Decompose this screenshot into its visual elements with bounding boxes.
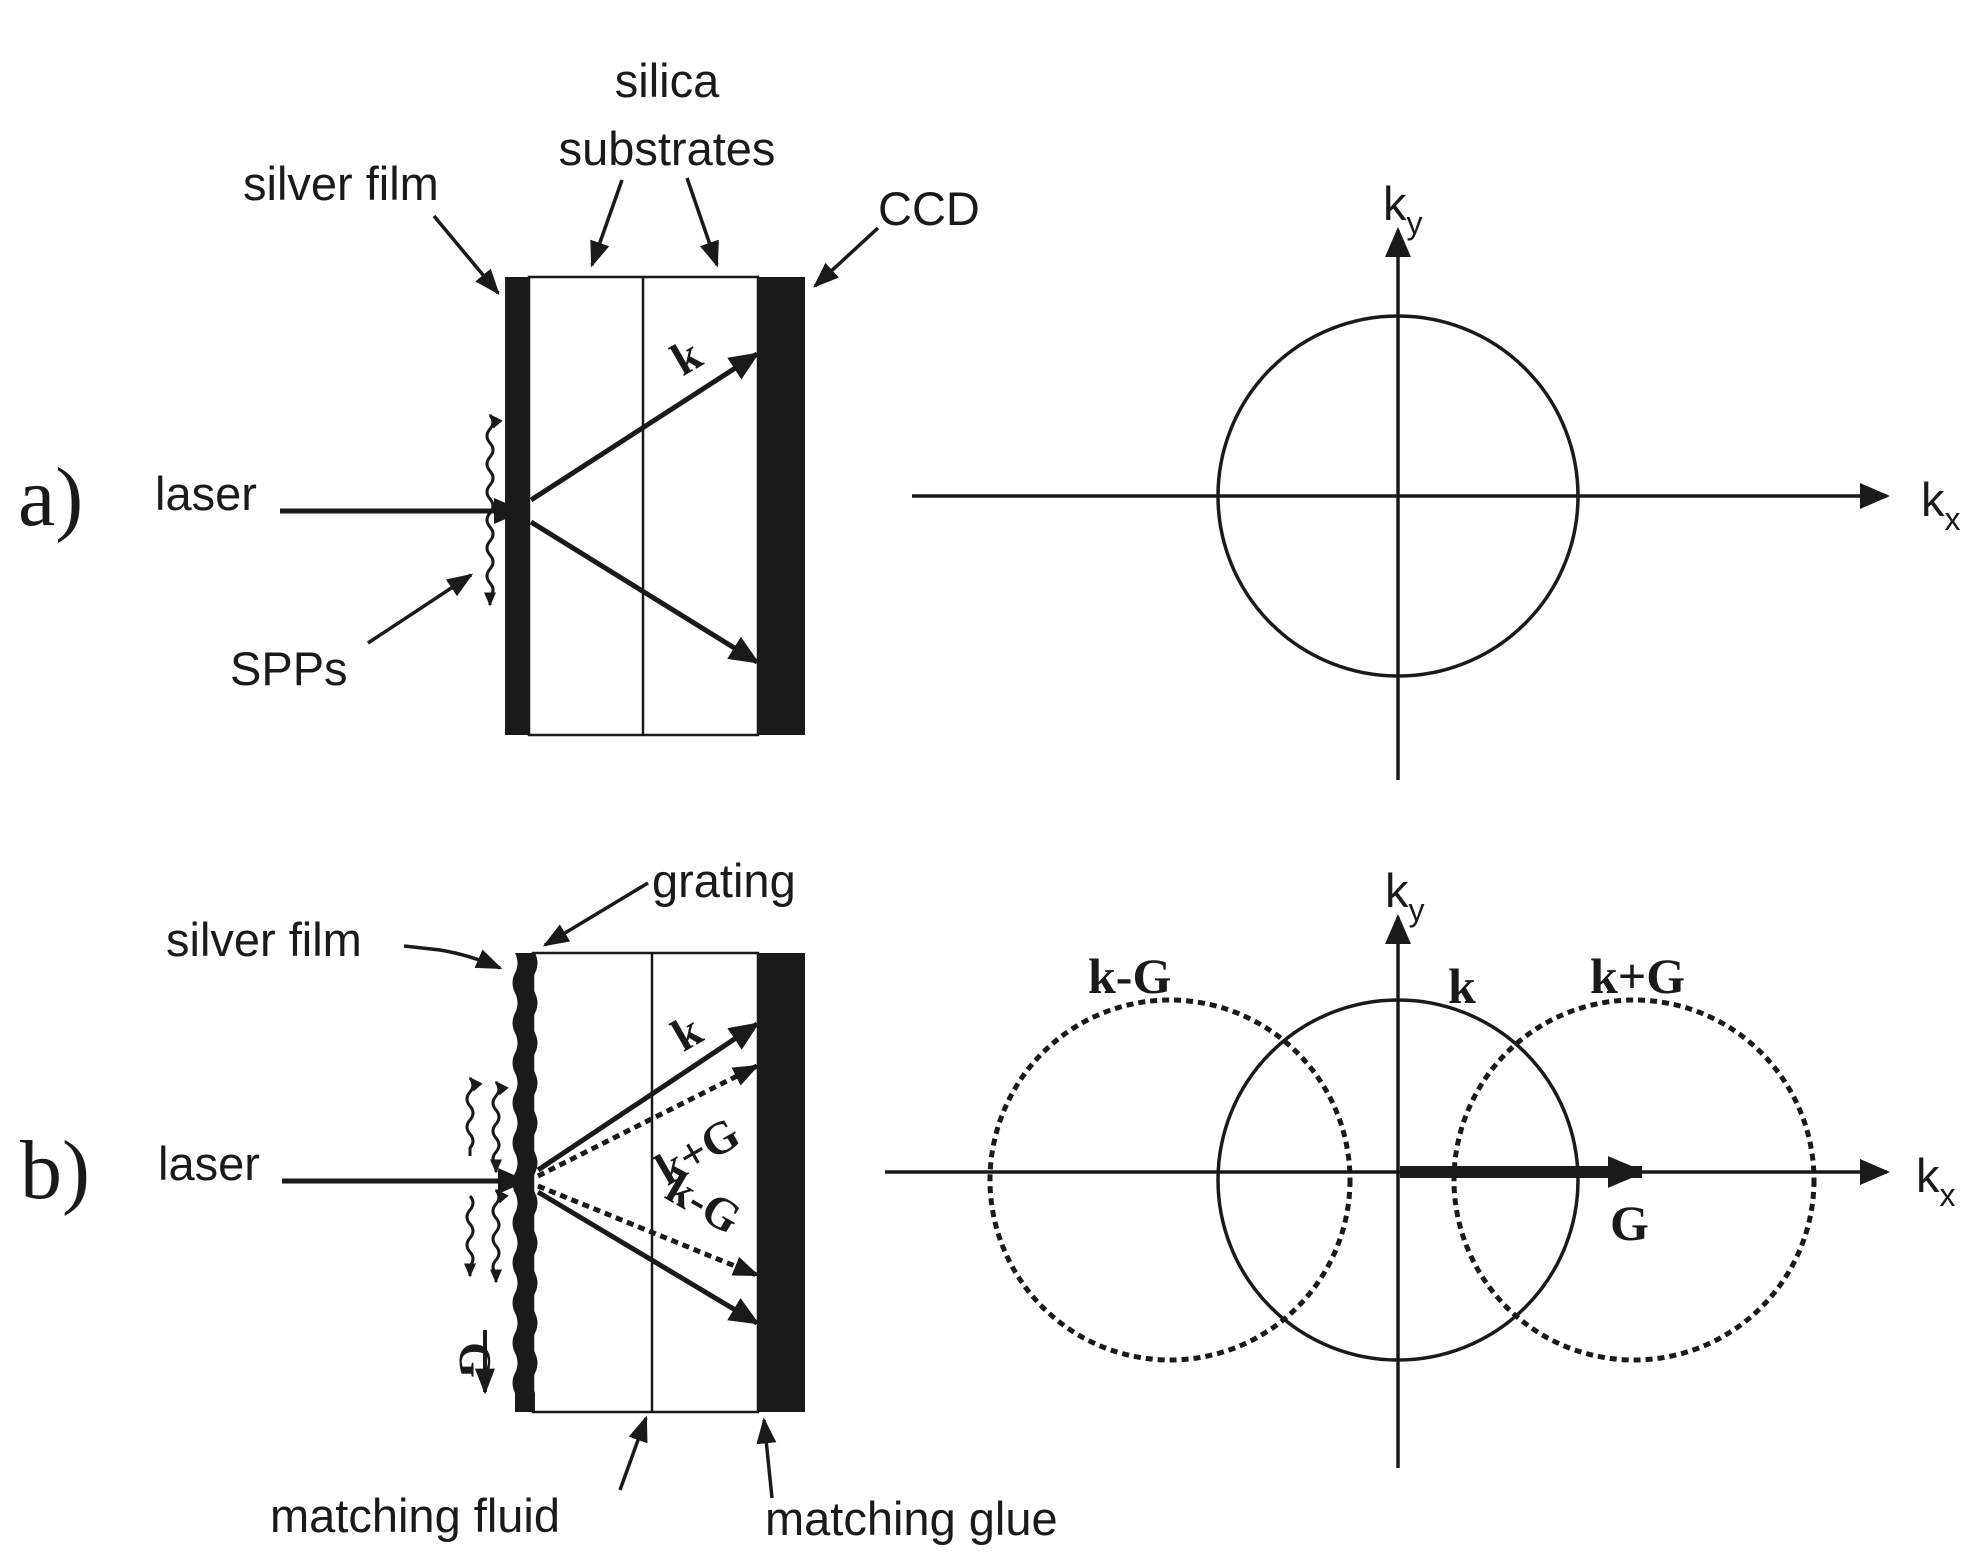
silver-film-pointer-arrow: [403, 944, 503, 970]
k-arrow-down: [536, 1189, 760, 1326]
k-plus-g-circle-label: k+G: [1590, 948, 1685, 1004]
k-circle-label: k: [1448, 958, 1476, 1014]
k-minus-g-circle-label: k-G: [1088, 948, 1171, 1004]
panel-b: b) grating silver film laser matching fl…: [20, 854, 1956, 1545]
ccd-pointer-arrow: [813, 226, 880, 288]
substrate-pointer-arrow-1: [590, 179, 624, 268]
k-arrow-down: [529, 519, 760, 665]
silver-film-pointer-arrow: [432, 214, 500, 295]
ccd-label: CCD: [878, 182, 980, 235]
panel-b-label: b): [20, 1124, 90, 1217]
k-arrow-up: [529, 351, 760, 503]
spp-wavy-arrow-upper-2: [465, 1076, 483, 1156]
kx-axis-label: kx: [1921, 473, 1961, 537]
g-vector-label: G: [1610, 1195, 1649, 1251]
matching-fluid-pointer-arrow: [618, 1415, 648, 1491]
k-plus-g-arrow: [536, 1063, 760, 1179]
k-circle: [1216, 314, 1580, 678]
spp-wavy-arrow: [484, 413, 503, 607]
ccd-layer: [758, 953, 805, 1412]
grating-g-label: G: [450, 1342, 501, 1378]
ccd-layer: [758, 277, 805, 735]
panel-b-sample: [512, 951, 805, 1414]
laser-label: laser: [158, 1137, 260, 1190]
panel-a-label: a): [18, 451, 83, 544]
spp-wavy-arrow-lower-1: [490, 1188, 509, 1284]
spp-wavy-arrow-upper-1: [490, 1080, 509, 1174]
k-circle: [1216, 998, 1580, 1362]
panel-a-sample: [505, 275, 805, 737]
panel-a-reciprocal-space: kx ky: [912, 177, 1961, 780]
ky-axis-label: ky: [1385, 864, 1425, 928]
grating-pointer-arrow: [542, 881, 649, 947]
matching-glue-label: matching glue: [765, 1492, 1058, 1545]
spp-wavy-arrow-lower-2: [464, 1195, 476, 1278]
silica-substrates-box: [531, 951, 760, 1414]
k-minus-g-arrow: [537, 1183, 760, 1278]
k-minus-g-circle: [987, 997, 1353, 1363]
grating-label: grating: [652, 854, 796, 907]
silica-label-line1: silica: [615, 54, 720, 107]
silver-film-label: silver film: [166, 913, 362, 966]
spps-label: SPPs: [230, 642, 348, 695]
laser-label: laser: [155, 467, 257, 520]
substrate-pointer-arrow-2: [685, 177, 719, 268]
panel-b-reciprocal-space: kx ky k-G k k+G G: [885, 864, 1956, 1468]
silica-label-line2: substrates: [559, 122, 776, 175]
panel-a: a) silica substrates silver film CCD las…: [18, 54, 1961, 780]
kx-axis-label: kx: [1916, 1149, 1956, 1213]
ky-axis-label: ky: [1383, 177, 1423, 241]
k-arrow-up: [536, 1021, 760, 1173]
matching-fluid-label: matching fluid: [270, 1489, 560, 1542]
spps-pointer-arrow: [367, 573, 474, 645]
k-plus-g-circle: [1451, 997, 1817, 1363]
silver-film-layer: [505, 277, 529, 735]
silver-film-label: silver film: [243, 157, 439, 210]
matching-glue-pointer-arrow: [756, 1417, 777, 1499]
